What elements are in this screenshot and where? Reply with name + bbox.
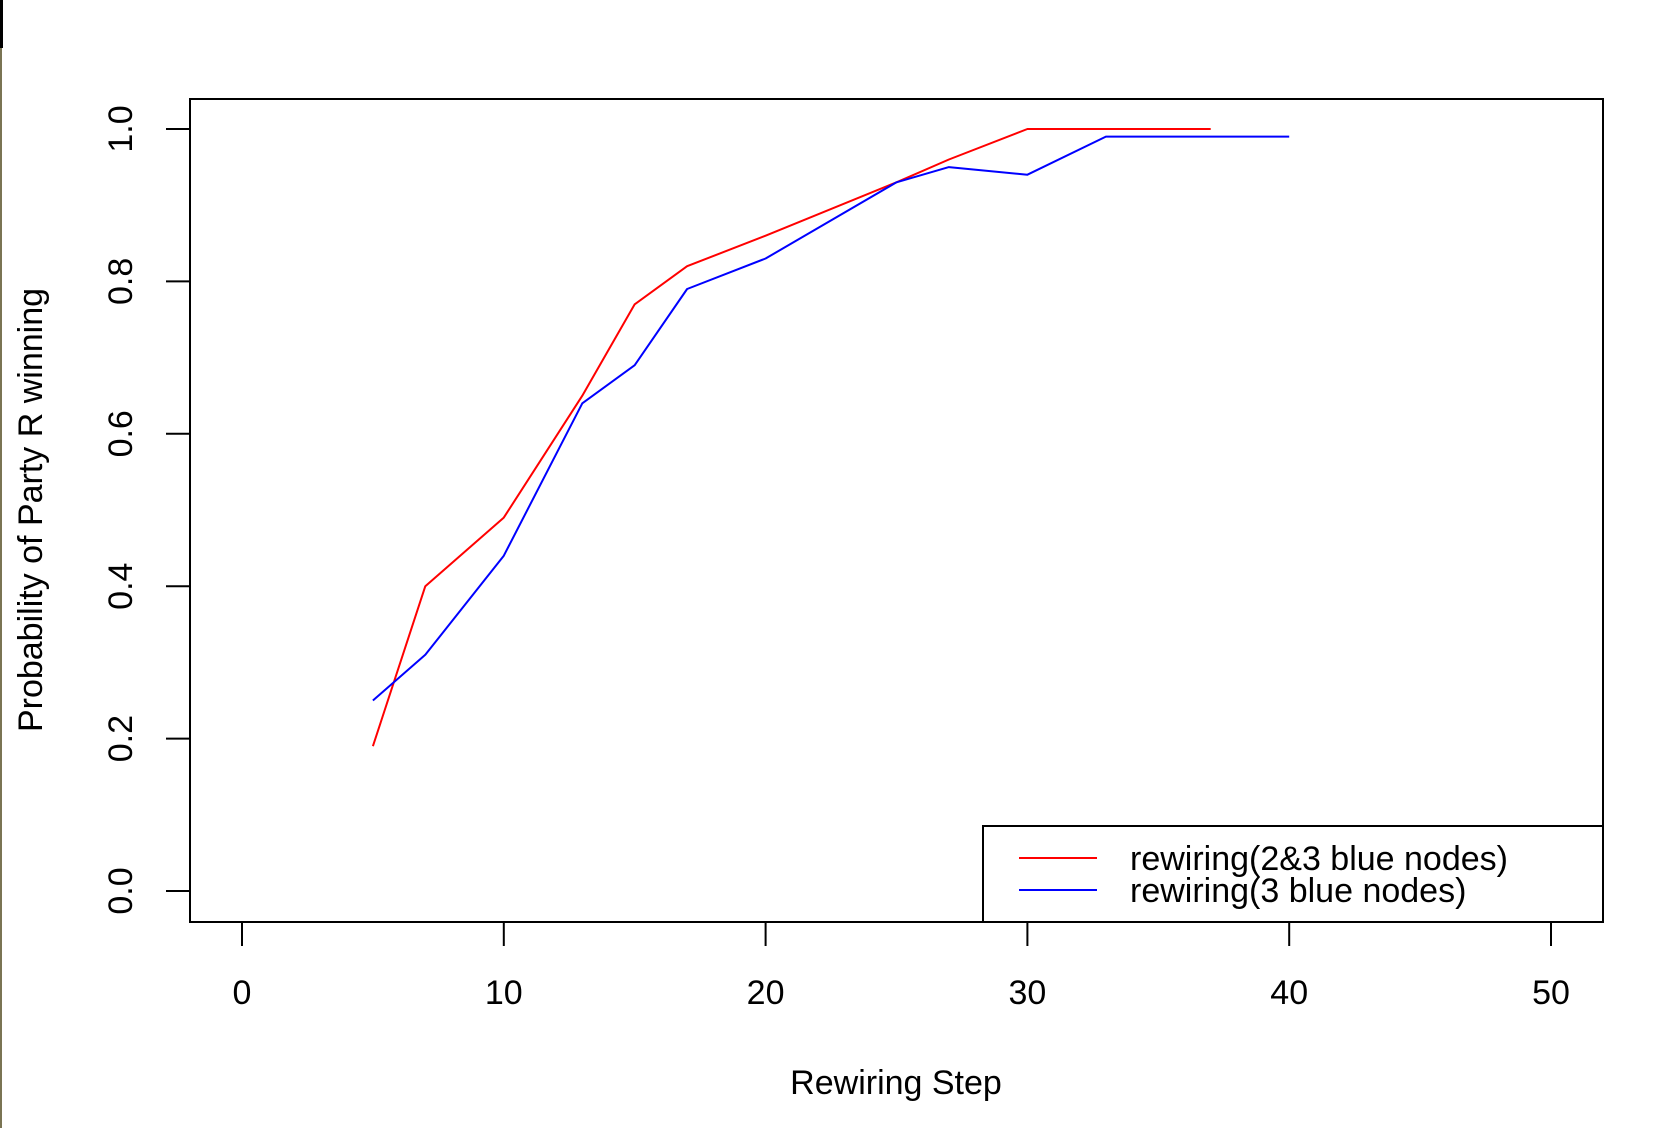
x-axis-title: Rewiring Step: [790, 1064, 1002, 1102]
x-tick-label: 50: [1532, 974, 1570, 1012]
x-tick-label: 10: [485, 974, 523, 1012]
corner-mark: [0, 0, 3, 48]
x-axis: 0 10 20 30 40 50: [233, 922, 1570, 1012]
series-layer: [371, 128, 1290, 747]
series-line-0: [371, 128, 1211, 747]
series-line-1: [372, 135, 1290, 702]
legend-label-red: rewiring(2&3 blue nodes): [1130, 840, 1508, 878]
x-tick-label: 0: [233, 974, 252, 1012]
y-axis: 0.0 0.2 0.4 0.6 0.8 1.0: [102, 105, 190, 915]
x-tick-label: 20: [747, 974, 785, 1012]
legend: rewiring(2&3 blue nodes) rewiring(3 blue…: [982, 825, 1604, 923]
y-tick-label: 0.4: [102, 563, 140, 610]
left-edge-strip: [0, 0, 2, 1128]
x-tick-label: 30: [1008, 974, 1046, 1012]
legend-box: [982, 825, 1604, 923]
y-tick-label: 0.6: [102, 410, 140, 457]
x-tick-label: 40: [1270, 974, 1308, 1012]
y-tick-label: 0.0: [102, 867, 140, 914]
y-axis-title: Probability of Party R winning: [12, 288, 50, 732]
legend-label-blue: rewiring(3 blue nodes): [1130, 872, 1466, 910]
y-tick-label: 1.0: [102, 105, 140, 152]
y-tick-label: 0.2: [102, 715, 140, 762]
y-tick-label: 0.8: [102, 258, 140, 305]
plot-frame: [189, 98, 1604, 923]
